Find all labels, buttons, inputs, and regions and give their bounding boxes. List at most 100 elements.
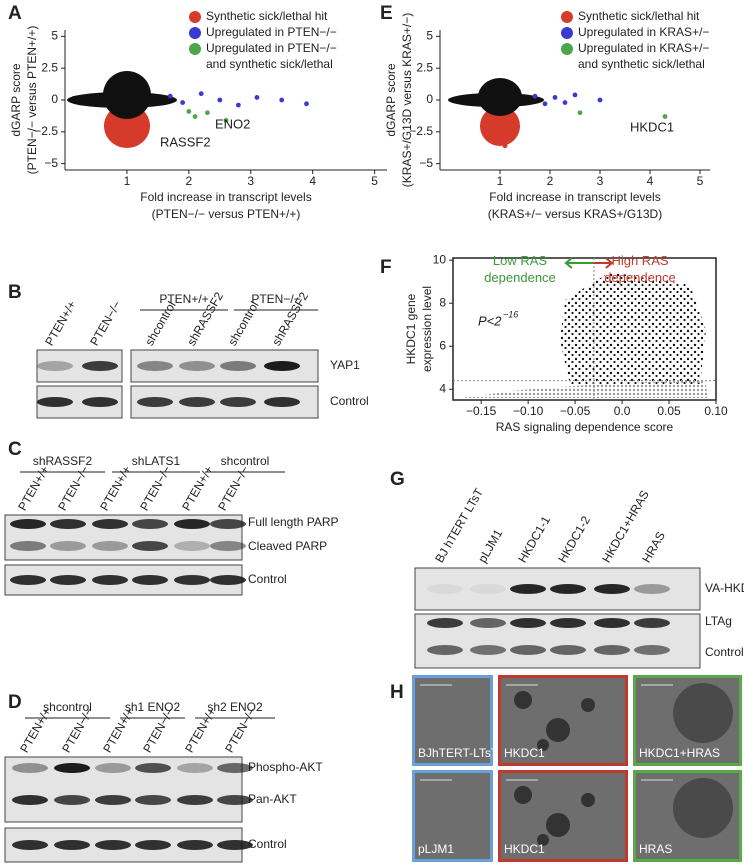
x-tick-label: 4 (309, 174, 316, 188)
blot-band (50, 575, 86, 585)
lane-label: PTEN+/+ (42, 298, 79, 348)
panel-letter: F (380, 257, 392, 278)
point (118, 135, 124, 141)
lane-label: PTEN+/+ (97, 463, 134, 513)
y-tick-label: 5 (426, 29, 433, 43)
image-label: HRAS (639, 842, 672, 856)
blot-band (634, 584, 670, 594)
y-axis-label: (PTEN−/− versus PTEN+/+) (25, 26, 39, 175)
lane-label: HRAS (639, 529, 668, 565)
point (552, 95, 558, 100)
micrograph (412, 770, 493, 862)
panel-letter: H (390, 682, 404, 703)
panel-letter: C (8, 439, 22, 460)
y-tick-label: 8 (439, 295, 446, 309)
legend-marker (189, 11, 201, 23)
micrograph (498, 675, 628, 766)
legend-marker (561, 43, 573, 55)
x-tick-label: −0.10 (513, 404, 544, 418)
point (497, 133, 503, 139)
panel-letter: E (380, 3, 393, 24)
blot-band (550, 584, 586, 594)
band-label: Pan-AKT (248, 792, 297, 806)
x-axis-label: Fold increase in transcript levels (489, 190, 660, 204)
point (254, 95, 260, 100)
blot-band (470, 618, 506, 628)
blot-band (264, 361, 300, 371)
band-label: Full length PARP (248, 515, 339, 529)
lane-label: pLJM1 (475, 527, 505, 565)
point (223, 117, 229, 123)
annotation: ENO2 (215, 116, 250, 131)
legend-label: Upregulated in KRAS+/− and synthetic sick… (578, 41, 709, 71)
blot-band (427, 618, 463, 628)
band-label: Cleaved PARP (248, 539, 327, 553)
blot-band (54, 840, 90, 850)
blot-band (510, 645, 546, 655)
blot-band (132, 541, 168, 551)
panel-letter: G (390, 469, 405, 490)
x-tick-label: 2 (547, 174, 554, 188)
blot-band (177, 763, 213, 773)
panel-letter: A (8, 3, 22, 24)
panel-letter: B (8, 282, 22, 303)
blot-band (179, 397, 215, 407)
band-label: Control (705, 645, 744, 659)
legend-label: Upregulated in KRAS+/− (578, 25, 709, 39)
lane-label: PTEN−/− (55, 463, 92, 513)
point (507, 121, 513, 127)
blot-band (470, 645, 506, 655)
blot-band (10, 575, 46, 585)
blot-band (510, 618, 546, 628)
lane-label: PTEN+/+ (182, 705, 219, 755)
blot-band (550, 645, 586, 655)
blot-band (177, 795, 213, 805)
blot-band (37, 397, 73, 407)
legend-marker (561, 11, 573, 23)
colony (546, 813, 570, 837)
y-tick-label: 5 (51, 29, 58, 43)
blot-band (137, 397, 173, 407)
band-label: Control (330, 394, 369, 408)
blot-band (510, 584, 546, 594)
band-label: LTAg (705, 614, 732, 628)
blot-band (634, 645, 670, 655)
lane-label: HKDC1-2 (555, 513, 593, 565)
point (492, 138, 498, 144)
blot-band (50, 519, 86, 529)
blot-band (10, 519, 46, 529)
blot-band (92, 519, 128, 529)
blot-band (82, 361, 118, 371)
legend-label: Upregulated in PTEN−/− (206, 25, 337, 39)
x-tick-label: 1 (124, 174, 131, 188)
group-label: shcontrol (221, 454, 270, 468)
y-axis-label: (KRAS+/G13D versus KRAS+/−) (400, 13, 414, 187)
blot-band (594, 618, 630, 628)
blot-band (135, 795, 171, 805)
legend-label: Synthetic sick/lethal hit (578, 9, 700, 23)
blot-band (217, 840, 253, 850)
point (304, 101, 309, 107)
point (532, 93, 538, 99)
point (130, 140, 136, 146)
y-tick-label: −2.5 (34, 124, 58, 138)
blot-band (95, 840, 131, 850)
y-tick-label: −5 (419, 156, 433, 170)
blot-band (95, 763, 131, 773)
lane-label: PTEN+/+ (100, 705, 137, 755)
blot-band (210, 519, 246, 529)
blot-band (132, 575, 168, 585)
point (279, 97, 285, 103)
blot-band (92, 541, 128, 551)
point (502, 143, 508, 149)
lane-label: PTEN−/− (137, 463, 174, 513)
blot-band (634, 618, 670, 628)
colony (514, 786, 532, 804)
blot-band (594, 584, 630, 594)
arrow (593, 257, 614, 269)
group-label: shcontrol (43, 700, 92, 714)
blot-band (427, 645, 463, 655)
lane-label: PTEN+/+ (17, 705, 54, 755)
x-tick-label: 3 (247, 174, 254, 188)
group-label: shRASSF2 (33, 454, 93, 468)
